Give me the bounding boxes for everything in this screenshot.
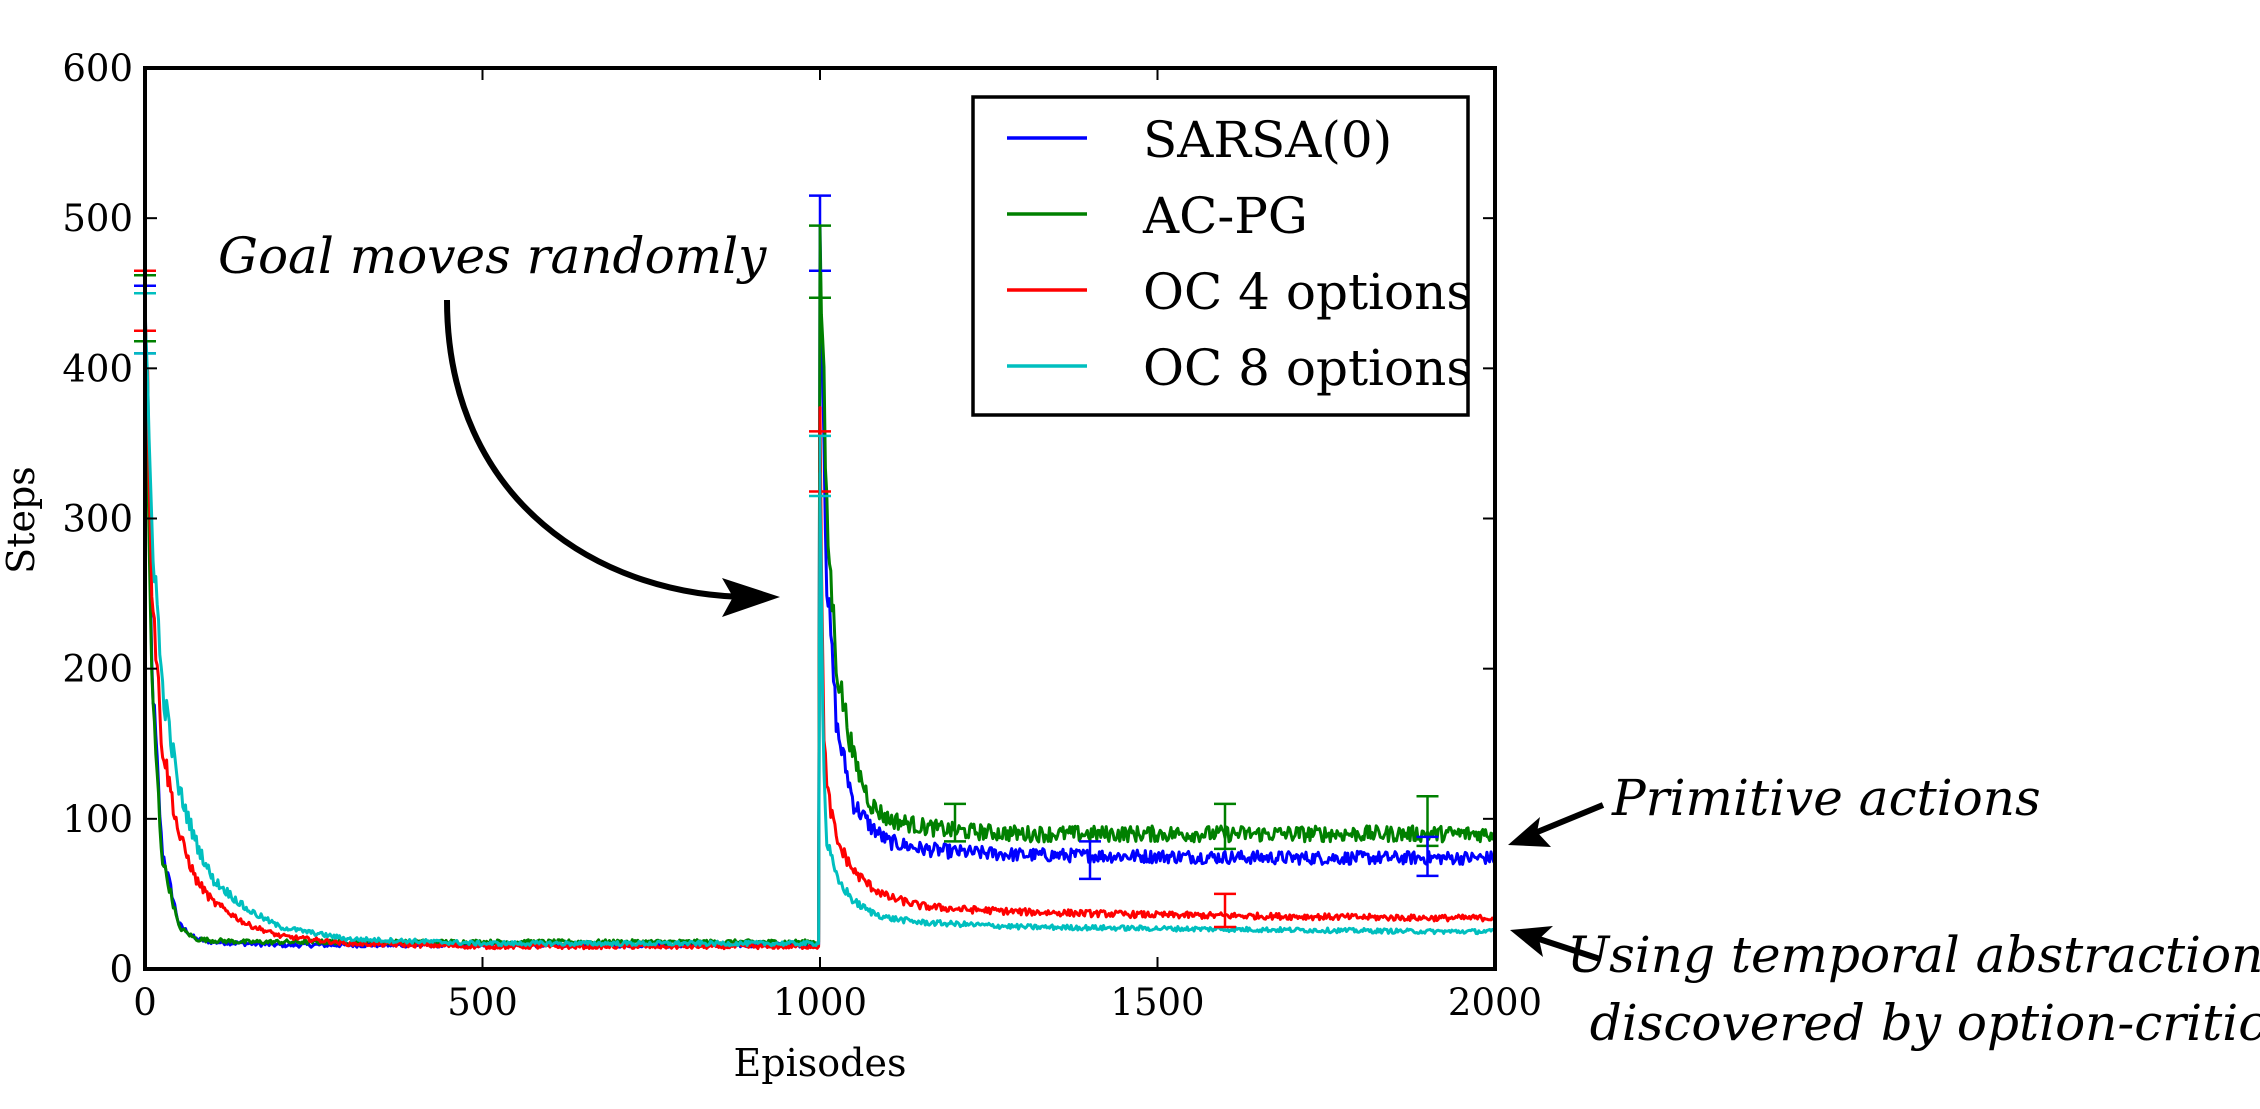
annotation-temporal-abstractions-line2: discovered by option-critic bbox=[1590, 994, 2260, 1052]
y-tick-label: 600 bbox=[62, 47, 133, 90]
y-tick-label: 300 bbox=[62, 498, 133, 541]
annotation-goal-moves-text: Goal moves randomly bbox=[218, 227, 767, 285]
error-bar bbox=[1214, 802, 1236, 851]
x-tick-label: 2000 bbox=[1448, 981, 1542, 1024]
legend-label-sarsa: SARSA(0) bbox=[1143, 111, 1392, 169]
legend-box bbox=[971, 95, 1470, 417]
legend-label-acpg: AC-PG bbox=[1142, 187, 1308, 245]
error-bar bbox=[1214, 892, 1236, 929]
annotation-goal-moves-arrowhead bbox=[722, 578, 780, 617]
annotation-primitive-actions: Primitive actions bbox=[1508, 769, 2041, 847]
error-bar bbox=[1079, 840, 1101, 881]
ticks-layer: 0 500 1000 1500 2000 0 100 200 300 400 500 600 bbox=[62, 47, 1542, 1024]
y-tick-label: 100 bbox=[62, 798, 133, 841]
error-bar bbox=[1416, 835, 1439, 878]
annotation-primitive-actions-arrowhead bbox=[1508, 817, 1551, 847]
annotation-temporal-abstractions: Using temporal abstractions discovered b… bbox=[1510, 926, 2260, 1052]
y-axis-label: Steps bbox=[0, 466, 43, 574]
annotation-goal-moves-arrow bbox=[444, 299, 761, 601]
legend-label-oc8: OC 8 options bbox=[1143, 339, 1472, 397]
y-tick-label: 0 bbox=[109, 948, 133, 991]
annotation-temporal-abstractions-line1: Using temporal abstractions bbox=[1567, 926, 2260, 984]
series-line-2 bbox=[143, 297, 1496, 951]
x-tick-label: 500 bbox=[447, 981, 518, 1024]
legend-label-oc4: OC 4 options bbox=[1143, 263, 1472, 321]
annotation-goal-moves: Goal moves randomly bbox=[218, 227, 780, 617]
error-bar bbox=[809, 434, 831, 498]
x-axis-label: Episodes bbox=[734, 1041, 907, 1085]
error-bar bbox=[809, 224, 831, 300]
x-tick-label: 1000 bbox=[773, 981, 867, 1024]
y-tick-label: 200 bbox=[62, 648, 133, 691]
annotation-primitive-actions-text: Primitive actions bbox=[1611, 769, 2041, 827]
x-tick-label: 1500 bbox=[1110, 981, 1204, 1024]
annotation-primitive-actions-arrow bbox=[1528, 802, 1605, 838]
annotation-temporal-abstractions-arrow bbox=[1532, 934, 1601, 962]
legend: SARSA(0) AC-PG OC 4 options OC 8 options bbox=[971, 95, 1472, 417]
annotation-temporal-abstractions-arrowhead bbox=[1510, 926, 1553, 957]
y-tick-label: 500 bbox=[62, 197, 133, 240]
x-tick-label: 0 bbox=[133, 981, 157, 1024]
y-tick-label: 400 bbox=[62, 347, 133, 390]
error-bar bbox=[944, 802, 966, 843]
